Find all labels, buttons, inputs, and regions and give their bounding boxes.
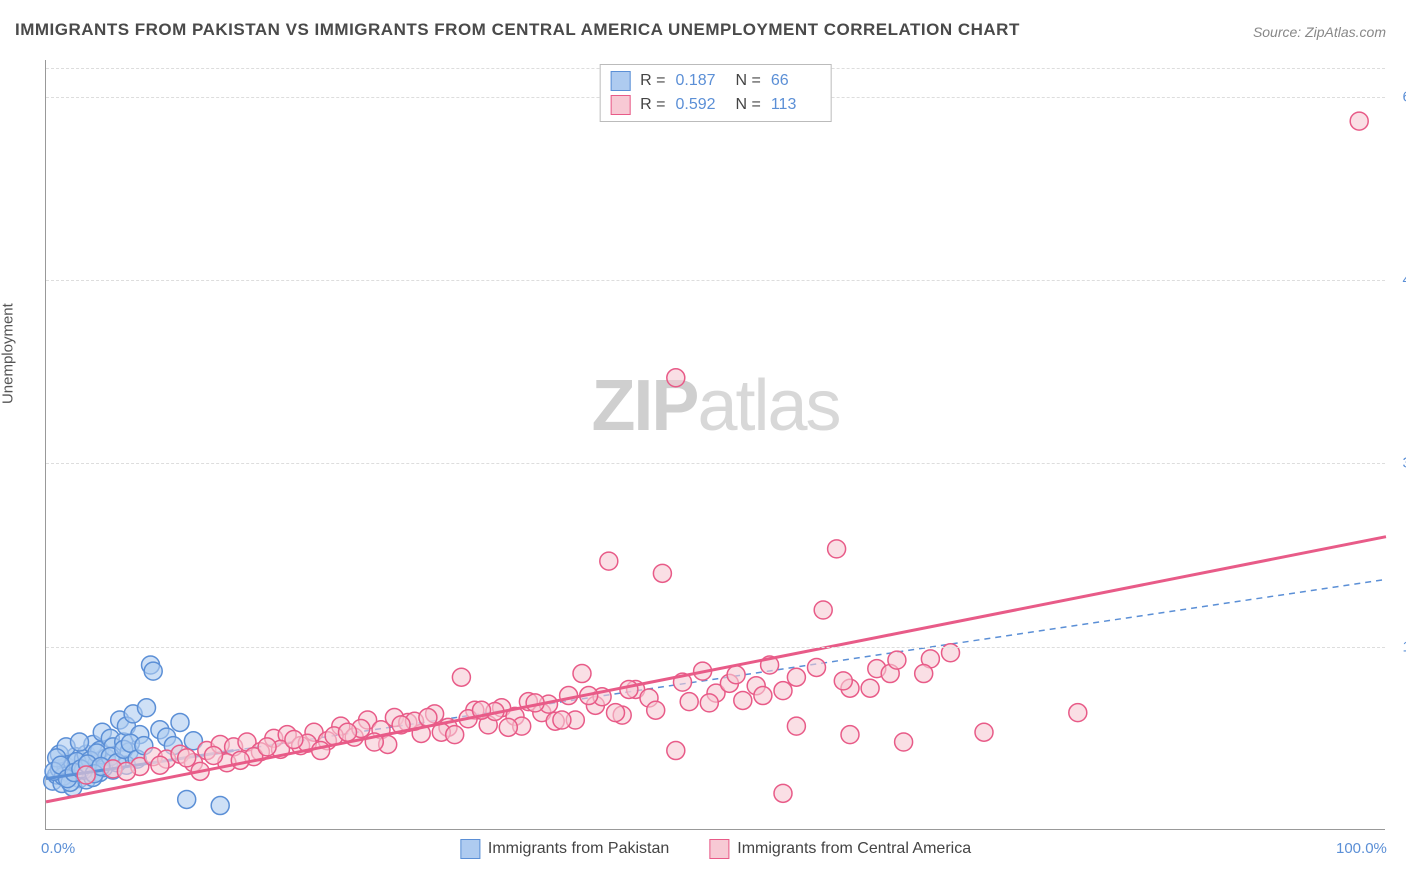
stats-row: R = 0.187 N = 66 (610, 69, 821, 93)
legend-label: Immigrants from Pakistan (488, 840, 669, 858)
data-point (774, 784, 792, 802)
legend-swatch (460, 839, 480, 859)
data-point (895, 733, 913, 751)
data-point (1069, 704, 1087, 722)
data-point (178, 749, 196, 767)
data-point (680, 693, 698, 711)
data-point (754, 687, 772, 705)
data-point (975, 723, 993, 741)
data-point (560, 687, 578, 705)
data-point (211, 797, 229, 815)
bottom-legend: Immigrants from Pakistan Immigrants from … (460, 839, 971, 859)
chart-title: IMMIGRANTS FROM PAKISTAN VS IMMIGRANTS F… (15, 20, 1020, 40)
data-point (231, 751, 249, 769)
trend-line (46, 537, 1386, 802)
stats-r-label: R = (640, 96, 665, 114)
data-point (258, 738, 276, 756)
data-point (787, 668, 805, 686)
gridline (46, 647, 1385, 648)
data-point (339, 723, 357, 741)
data-point (841, 726, 859, 744)
data-point (178, 790, 196, 808)
legend-label: Immigrants from Central America (737, 840, 971, 858)
plot-area: ZIPatlas R =0.187N =66R =0.592N =113 15.… (45, 60, 1385, 830)
stats-n-label: N = (736, 96, 761, 114)
data-point (151, 756, 169, 774)
stats-n-label: N = (736, 72, 761, 90)
y-tick-label: 45.0% (1390, 272, 1406, 289)
y-tick-label: 60.0% (1390, 88, 1406, 105)
data-point (861, 679, 879, 697)
legend-item: Immigrants from Central America (709, 839, 971, 859)
data-point (553, 711, 571, 729)
data-point (600, 552, 618, 570)
data-point (808, 658, 826, 676)
data-point (607, 704, 625, 722)
y-tick-label: 30.0% (1390, 455, 1406, 472)
data-point (667, 742, 685, 760)
data-point (727, 666, 745, 684)
data-point (774, 682, 792, 700)
data-point (814, 601, 832, 619)
stats-r-value: 0.187 (676, 72, 726, 90)
data-point (312, 742, 330, 760)
scatter-plot-svg (46, 60, 1385, 829)
data-point (77, 766, 95, 784)
gridline (46, 280, 1385, 281)
data-point (144, 662, 162, 680)
data-point (171, 713, 189, 731)
data-point (205, 746, 223, 764)
stats-row: R = 0.592 N = 113 (610, 93, 821, 117)
data-point (285, 731, 303, 749)
data-point (446, 726, 464, 744)
stats-box: R = 0.187 N = 66 R = 0.592 N = 113 (599, 64, 832, 122)
data-point (888, 651, 906, 669)
data-point (653, 564, 671, 582)
data-point (667, 369, 685, 387)
source-label: Source: ZipAtlas.com (1253, 24, 1386, 40)
data-point (700, 694, 718, 712)
stats-swatch (610, 95, 630, 115)
data-point (734, 691, 752, 709)
y-axis-label: Unemployment (0, 303, 17, 404)
x-tick-label: 100.0% (1336, 840, 1387, 857)
data-point (828, 540, 846, 558)
data-point (71, 733, 89, 751)
stats-r-label: R = (640, 72, 665, 90)
stats-n-value: 113 (771, 96, 821, 114)
x-tick-label: 0.0% (41, 840, 75, 857)
stats-swatch (610, 71, 630, 91)
data-point (915, 665, 933, 683)
data-point (1350, 112, 1368, 130)
legend-item: Immigrants from Pakistan (460, 839, 669, 859)
y-tick-label: 15.0% (1390, 638, 1406, 655)
data-point (499, 718, 517, 736)
data-point (117, 762, 135, 780)
data-point (787, 717, 805, 735)
data-point (647, 701, 665, 719)
data-point (573, 665, 591, 683)
data-point (620, 680, 638, 698)
data-point (138, 699, 156, 717)
stats-n-value: 66 (771, 72, 821, 90)
data-point (834, 672, 852, 690)
legend-swatch (709, 839, 729, 859)
data-point (452, 668, 470, 686)
stats-r-value: 0.592 (676, 96, 726, 114)
gridline (46, 463, 1385, 464)
